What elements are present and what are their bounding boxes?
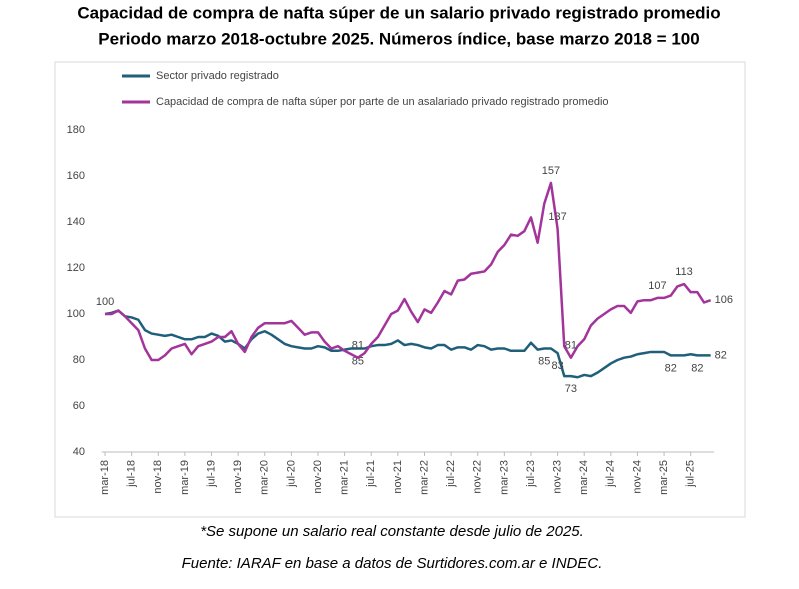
x-tick-label: mar-21 (339, 460, 351, 495)
y-tick-label: 40 (73, 446, 85, 458)
x-tick-label: nov-24 (631, 460, 643, 494)
x-tick-label: nov-21 (392, 460, 404, 494)
x-tick-label: jul-21 (365, 460, 377, 488)
y-tick-label: 160 (67, 170, 85, 182)
data-label: 82 (715, 349, 727, 361)
series-line (105, 181, 712, 362)
data-label: 107 (648, 280, 666, 292)
x-tick-label: jul-23 (525, 460, 537, 488)
x-tick-label: mar-24 (578, 460, 590, 495)
x-tick-label: mar-23 (498, 460, 510, 495)
x-tick-label: nov-22 (472, 460, 484, 494)
y-tick-label: 180 (67, 124, 85, 136)
x-tick-label: mar-19 (179, 460, 191, 495)
y-tick-label: 60 (73, 400, 85, 412)
x-tick-label: jul-25 (685, 460, 697, 488)
x-tick-label: mar-22 (418, 460, 430, 495)
series-line (104, 309, 711, 379)
data-label: 81 (352, 340, 364, 352)
data-label: 113 (675, 266, 693, 278)
x-tick-label: jul-22 (445, 460, 457, 488)
note: *Se supone un salario real constante des… (200, 523, 584, 540)
data-label: 73 (565, 383, 577, 395)
chart-title: Capacidad de compra de nafta súper de un… (77, 3, 720, 22)
x-tick-label: jul-24 (605, 460, 617, 488)
x-tick-label: nov-19 (232, 460, 244, 494)
data-label: 82 (665, 362, 677, 374)
data-label: 106 (715, 294, 733, 306)
chart-subtitle: Periodo marzo 2018-octubre 2025. Números… (98, 29, 699, 48)
x-tick-label: nov-18 (152, 460, 164, 494)
x-tick-label: mar-20 (259, 460, 271, 495)
legend-label: Capacidad de compra de nafta súper por p… (156, 96, 609, 108)
data-label: 157 (542, 165, 560, 177)
data-label: 100 (96, 296, 114, 308)
x-tick-label: jul-19 (205, 460, 217, 488)
data-label: 85 (538, 355, 550, 367)
x-tick-label: jul-20 (285, 460, 297, 488)
legend-label: Sector privado registrado (156, 70, 279, 82)
data-label: 82 (691, 362, 703, 374)
y-tick-label: 120 (67, 262, 85, 274)
data-label: 137 (548, 211, 566, 223)
x-tick-label: jul-18 (126, 460, 138, 488)
x-tick-label: nov-23 (552, 460, 564, 494)
y-tick-label: 140 (67, 216, 85, 228)
x-tick-label: mar-25 (658, 460, 670, 495)
plot-frame (54, 61, 746, 518)
data-label: 83 (551, 360, 563, 372)
data-label: 81 (565, 340, 577, 352)
y-tick-label: 100 (67, 308, 85, 320)
y-tick-label: 80 (73, 354, 85, 366)
data-label: 85 (352, 355, 364, 367)
x-tick-label: nov-20 (312, 460, 324, 494)
source: Fuente: IARAF en base a datos de Surtido… (182, 555, 603, 572)
x-tick-label: mar-18 (99, 460, 111, 495)
